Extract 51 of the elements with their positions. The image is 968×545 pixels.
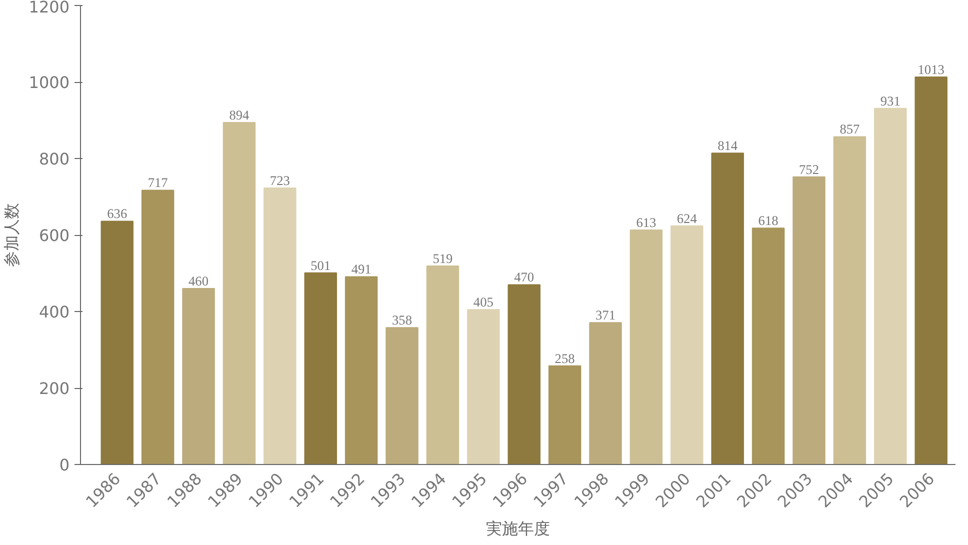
- bar: [914, 76, 948, 464]
- data-label: 814: [718, 138, 738, 154]
- bar: [344, 276, 378, 464]
- y-tick-label: 800: [38, 150, 70, 168]
- bar: [100, 220, 134, 464]
- bar: [304, 272, 337, 464]
- data-label: 371: [596, 308, 616, 323]
- data-label: 636: [107, 206, 128, 222]
- bar: [222, 122, 256, 464]
- y-tick-label: 0: [59, 456, 70, 474]
- bar: [752, 228, 785, 464]
- data-label: 501: [310, 258, 331, 273]
- data-label: 931: [880, 93, 900, 108]
- x-axis-title: 実施年度: [486, 520, 550, 538]
- bar: [548, 365, 582, 464]
- bar: [833, 136, 866, 464]
- bar: [630, 230, 663, 464]
- bar: [182, 288, 215, 464]
- bar: [426, 265, 460, 464]
- data-label: 613: [636, 215, 657, 230]
- data-label: 717: [148, 175, 168, 190]
- y-tick-label: 200: [38, 379, 70, 398]
- y-tick-label: 1000: [28, 73, 70, 92]
- data-label: 460: [188, 274, 209, 289]
- data-label: 752: [798, 162, 819, 177]
- y-tick-label: 1200: [28, 0, 70, 16]
- data-label: 624: [676, 210, 698, 226]
- data-label: 1013: [918, 62, 945, 78]
- bar: [141, 190, 174, 464]
- data-label: 723: [270, 172, 290, 188]
- data-label: 519: [432, 250, 454, 266]
- data-label: 358: [392, 312, 412, 328]
- data-label: 857: [840, 122, 860, 137]
- bar: [508, 284, 540, 464]
- data-label: 618: [758, 213, 779, 228]
- data-label: 405: [473, 294, 494, 310]
- y-tick-label: 400: [38, 302, 70, 322]
- bar: [467, 309, 500, 464]
- data-label: 491: [351, 262, 372, 277]
- bar: [589, 322, 622, 464]
- y-axis-title: 参加人数: [2, 203, 21, 267]
- bar: [264, 187, 296, 464]
- data-label: 894: [229, 108, 250, 123]
- bar: [874, 108, 907, 464]
- bar: [670, 225, 704, 464]
- data-label: 258: [554, 350, 576, 366]
- data-label: 470: [514, 270, 534, 285]
- bar: [386, 327, 418, 464]
- bar: [711, 152, 744, 464]
- y-tick-label: 600: [38, 226, 70, 245]
- bar: [792, 176, 826, 464]
